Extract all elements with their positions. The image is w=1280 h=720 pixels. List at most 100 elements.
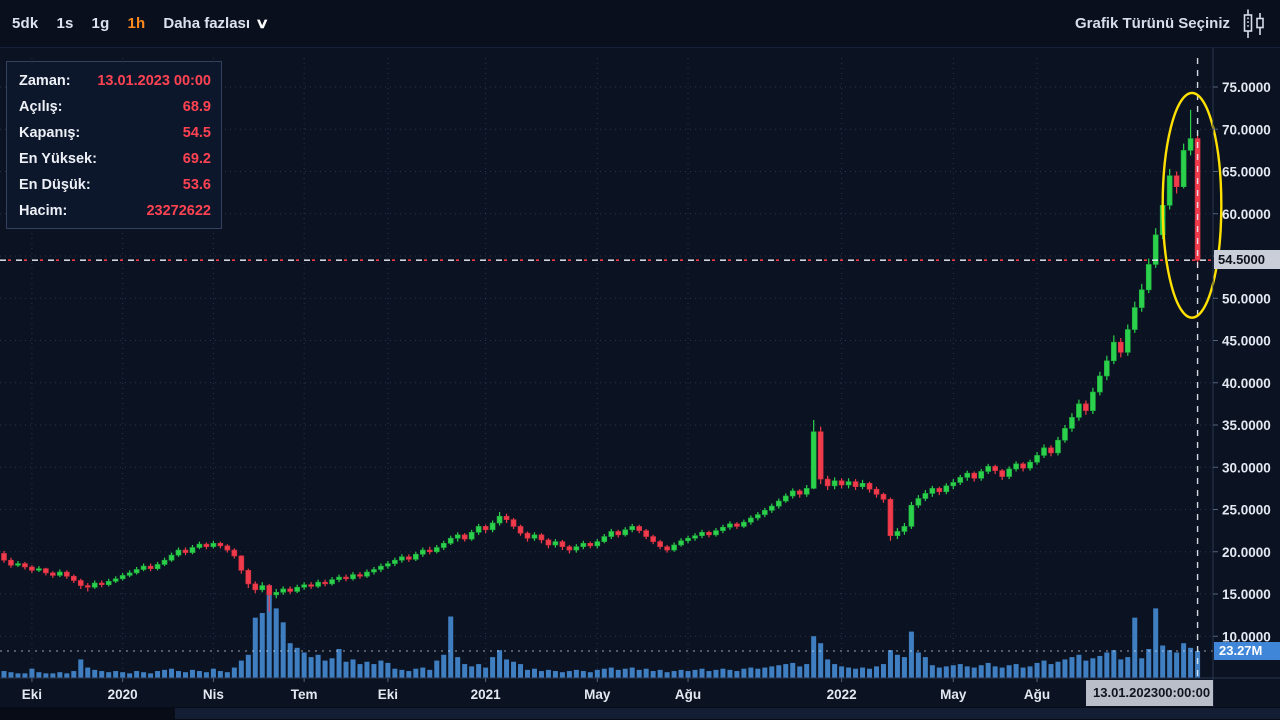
- candle-up: [1145, 264, 1152, 291]
- candle-down: [643, 530, 649, 537]
- volume-bar: [371, 664, 377, 678]
- volume-bar: [678, 669, 684, 678]
- volume-bar: [50, 673, 56, 678]
- volume-bar: [566, 671, 572, 678]
- volume-bar: [964, 666, 970, 678]
- volume-bar: [643, 668, 649, 678]
- volume-bar: [685, 671, 691, 678]
- price-tick-label: 75.0000: [1222, 80, 1271, 95]
- candle-down: [406, 556, 412, 560]
- price-tick-label: 15.0000: [1222, 587, 1271, 602]
- candle-up: [315, 581, 321, 587]
- volume-bar: [978, 665, 984, 678]
- candle-up: [964, 472, 971, 478]
- candle-up: [810, 431, 817, 489]
- volume-bar: [1153, 608, 1159, 678]
- volume-bar: [29, 668, 35, 678]
- volume-bar: [622, 668, 628, 678]
- ohlc-info-panel: Zaman: 13.01.2023 00:00 Açılış: 68.9 Kap…: [6, 61, 222, 229]
- volume-bar: [441, 654, 447, 678]
- candle-up: [154, 564, 161, 569]
- volume-bar: [231, 667, 237, 678]
- candle-up: [1041, 447, 1047, 456]
- candle-down: [322, 581, 328, 585]
- volume-bar: [43, 673, 49, 678]
- volume-bar: [915, 652, 921, 678]
- volume-bar: [531, 668, 537, 678]
- more-intervals-button[interactable]: Daha fazlası ∨: [163, 15, 269, 32]
- candle-up: [259, 585, 266, 591]
- volume-bar: [22, 673, 28, 678]
- candle-up: [1180, 150, 1187, 188]
- chart-canvas[interactable]: 75.0000 70.0000 65.0000 60.0000 50.0000 45.00…: [0, 48, 1280, 720]
- volume-bar: [1195, 651, 1201, 678]
- volume-bar: [378, 660, 384, 678]
- interval-1g-button[interactable]: 1g: [91, 15, 110, 32]
- volume-bar: [224, 672, 230, 678]
- candle-down: [615, 531, 622, 536]
- candle-up: [168, 554, 175, 561]
- candle-down: [503, 515, 510, 520]
- interval-1s-button[interactable]: 1s: [56, 15, 74, 32]
- volume-bar: [406, 671, 412, 678]
- volume-bar: [434, 660, 440, 678]
- highlight-ellipse: [1161, 91, 1223, 319]
- candle-down: [182, 549, 189, 553]
- candle-down: [71, 575, 77, 581]
- volume-bar: [832, 664, 838, 678]
- volume-bar: [1118, 659, 1124, 678]
- scrollbar-thumb[interactable]: [175, 708, 1280, 719]
- volume-bar: [336, 648, 342, 678]
- chart-type-selector[interactable]: Grafik Türünü Seçiniz: [1075, 8, 1268, 40]
- volume-bar: [245, 654, 251, 678]
- volume-bar: [92, 669, 98, 678]
- interval-1h-button[interactable]: 1h: [127, 15, 146, 32]
- volume-bar: [1020, 667, 1026, 678]
- candle-down: [426, 549, 433, 553]
- candle-up: [789, 490, 796, 497]
- volume-bar: [664, 672, 670, 678]
- volume-bar: [357, 664, 363, 678]
- candle-up: [301, 584, 307, 588]
- candle-up: [105, 581, 112, 586]
- time-tick-label: Tem: [291, 687, 318, 702]
- last-volume-badge: 23.27M: [1214, 642, 1280, 660]
- volume-bar: [490, 657, 496, 678]
- volume-bar: [217, 671, 223, 678]
- volume-bar: [343, 661, 349, 678]
- candle-up: [943, 485, 950, 493]
- volume-bar: [1111, 650, 1117, 678]
- candle-down: [796, 490, 803, 495]
- volume-bar: [950, 665, 956, 678]
- volume-bar: [134, 671, 140, 678]
- candle-up: [713, 530, 719, 536]
- price-tick-label: 25.0000: [1222, 503, 1271, 518]
- candle-up: [922, 493, 929, 499]
- price-tick-label: 45.0000: [1222, 334, 1271, 349]
- price-tick-label: 65.0000: [1222, 165, 1271, 180]
- volume-bar: [427, 669, 433, 678]
- volume-bar: [413, 668, 419, 678]
- candle-up: [978, 471, 985, 479]
- volume-bar: [713, 669, 719, 678]
- candle-up: [622, 529, 629, 536]
- candle-up: [894, 531, 901, 536]
- crosshair-date: 13.01.2023: [1093, 685, 1159, 700]
- interval-5dk-button[interactable]: 5dk: [12, 15, 39, 32]
- volume-bar: [971, 667, 977, 678]
- candle-down: [29, 566, 35, 571]
- volume-bar: [504, 659, 510, 678]
- info-row-close: Kapanış: 54.5: [7, 120, 221, 146]
- volume-bar: [462, 664, 468, 678]
- volume-bar: [720, 668, 726, 678]
- volume-bar: [552, 671, 558, 678]
- volume-bar: [1104, 652, 1110, 678]
- time-tick-label: 2021: [471, 687, 502, 702]
- candle-up: [399, 556, 405, 561]
- info-label: En Düşük:: [19, 177, 91, 193]
- horizontal-scrollbar[interactable]: [0, 707, 1280, 720]
- axes[interactable]: 75.0000 70.0000 65.0000 60.0000 50.0000 45.00…: [0, 48, 1280, 707]
- candle-up: [594, 541, 601, 547]
- candle-down: [873, 488, 880, 495]
- volume-bar: [573, 669, 579, 678]
